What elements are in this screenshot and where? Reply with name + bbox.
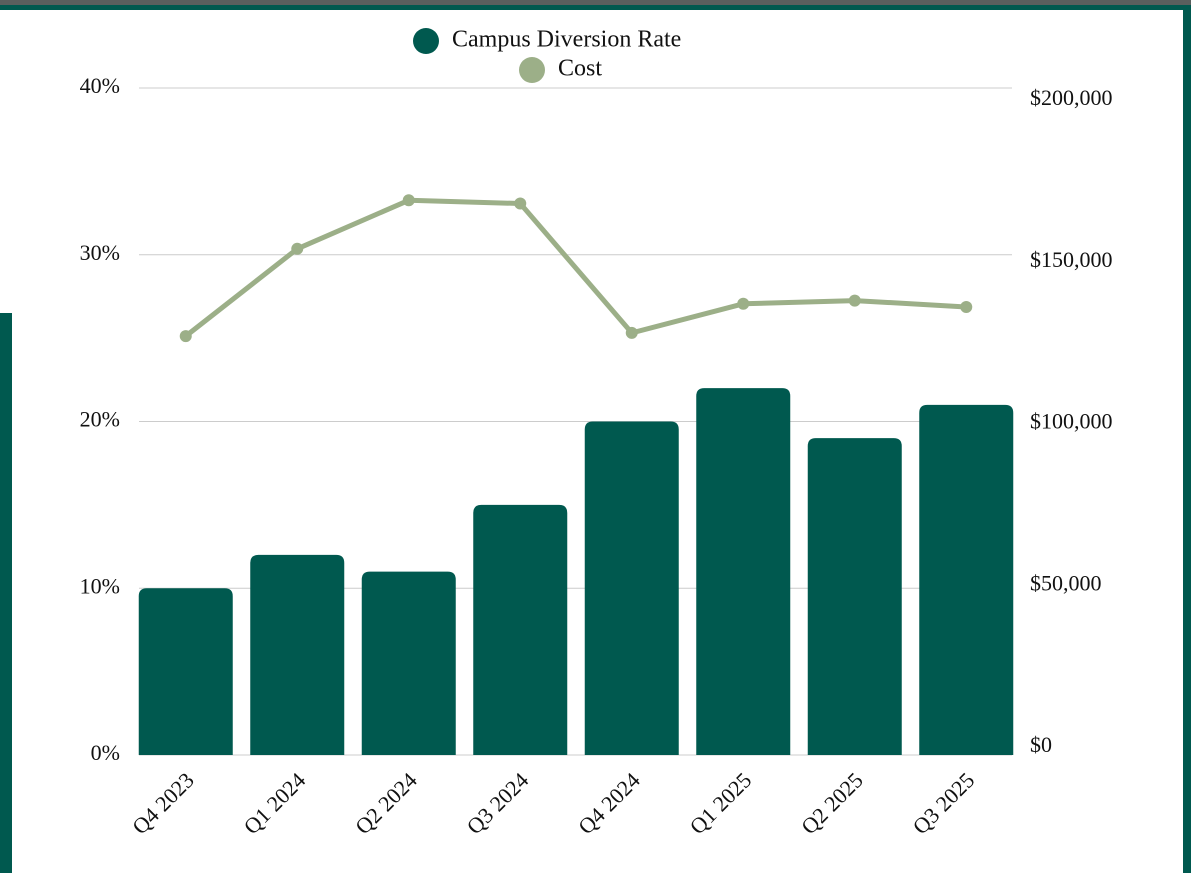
bar bbox=[250, 554, 345, 755]
line-point bbox=[848, 294, 861, 307]
bar bbox=[138, 588, 233, 755]
legend-label: Campus Diversion Rate bbox=[452, 27, 681, 53]
y-tick-label: 10% bbox=[80, 573, 120, 598]
y2-tick-label: $0 bbox=[1030, 732, 1052, 757]
y-tick-label: 30% bbox=[80, 240, 120, 265]
y2-tick-label: $50,000 bbox=[1030, 570, 1102, 595]
line-point bbox=[625, 326, 638, 339]
line-point bbox=[402, 194, 415, 207]
legend-marker bbox=[519, 57, 545, 83]
line-point bbox=[291, 242, 304, 255]
panel-edge bbox=[0, 10, 14, 313]
bar bbox=[361, 571, 456, 755]
y2-tick-label: $150,000 bbox=[1030, 247, 1113, 272]
bar bbox=[919, 404, 1014, 755]
bar bbox=[584, 421, 679, 755]
line-point bbox=[960, 301, 973, 314]
legend-marker bbox=[413, 28, 439, 54]
top-bar bbox=[0, 0, 1191, 5]
line bbox=[184, 197, 967, 339]
bar bbox=[696, 388, 791, 755]
y-tick-label: 40% bbox=[80, 73, 120, 98]
y2-tick-label: $200,000 bbox=[1030, 85, 1113, 110]
bar bbox=[807, 438, 902, 755]
legend-label: Cost bbox=[558, 56, 602, 82]
y2-tick-label: $100,000 bbox=[1030, 409, 1113, 434]
line-point bbox=[737, 297, 750, 310]
y-tick-label: 0% bbox=[91, 740, 120, 765]
line-point bbox=[179, 330, 192, 343]
bar bbox=[473, 504, 568, 755]
y-tick-label: 20% bbox=[80, 407, 120, 432]
line-point bbox=[514, 197, 527, 210]
